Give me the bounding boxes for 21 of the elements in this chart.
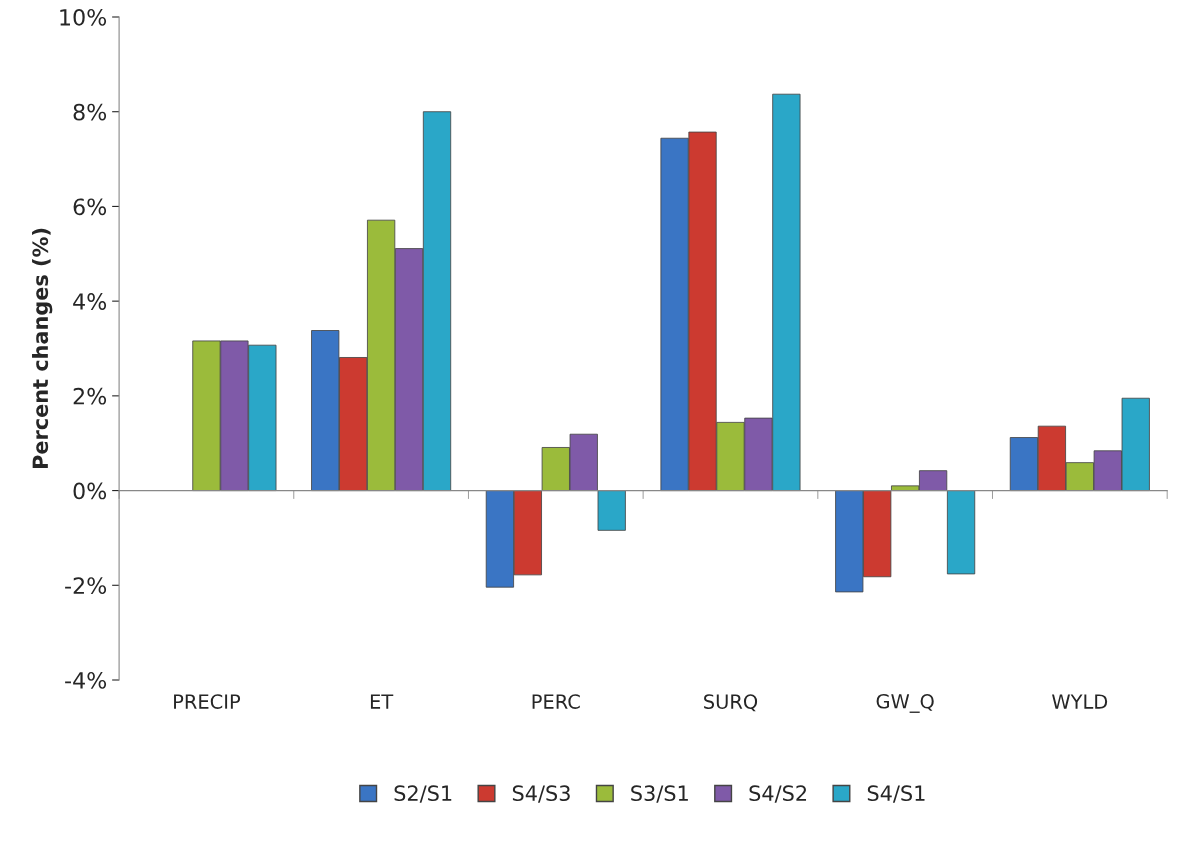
legend-label: S4/S1 [867,785,925,803]
legend-label: S3/S1 [631,785,688,803]
legend-label: S4/S2 [749,785,807,803]
x-tick-label: WYLD [1052,694,1108,709]
x-tick-label: PERC [532,694,580,709]
y-tick-label: 6% [73,198,107,216]
y-axis-title: Percent changes (%) [32,228,53,469]
y-tick-label: -2% [65,577,107,595]
y-tick-label: 10% [60,8,107,26]
legend-label: S4/S3 [512,785,570,803]
y-tick-label: 2% [73,387,107,405]
x-tick-label: GW_Q [876,693,934,713]
y-tick-label: 0% [73,482,107,500]
y-tick-label: 8% [73,103,107,121]
x-tick-label: ET [370,694,394,709]
y-tick-label: 4% [73,293,107,310]
legend-label: S2/S1 [394,785,452,803]
x-tick-label: PRECIP [174,694,241,709]
x-tick-label: SURQ [704,694,758,712]
y-tick-label: -4% [65,671,107,689]
bar [946,490,976,575]
